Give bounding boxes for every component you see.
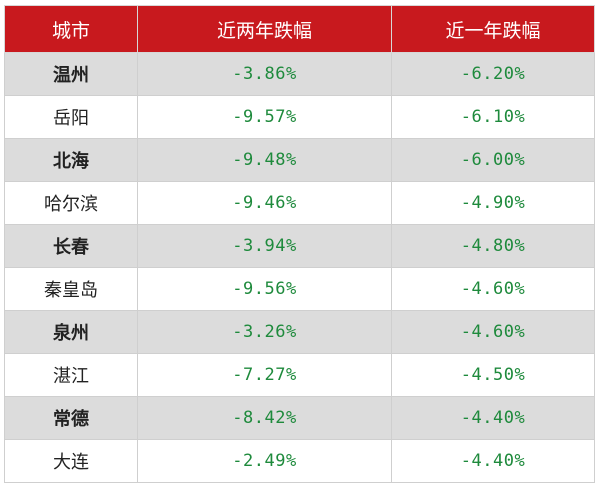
- two-year-decline-cell: -9.56%: [137, 267, 392, 311]
- city-cell: 湛江: [4, 353, 138, 397]
- decline-table: 城市 近两年跌幅 近一年跌幅 温州 -3.86% -6.20% 岳阳 -9.57…: [4, 5, 595, 483]
- two-year-decline-cell: -8.42%: [137, 396, 392, 440]
- two-year-decline-cell: -3.94%: [137, 224, 392, 268]
- table-row: 哈尔滨 -9.46% -4.90%: [4, 181, 595, 225]
- two-year-decline-cell: -9.48%: [137, 138, 392, 182]
- two-year-decline-cell: -2.49%: [137, 439, 392, 483]
- header-row: 城市 近两年跌幅 近一年跌幅: [4, 5, 595, 53]
- one-year-decline-cell: -6.00%: [391, 138, 595, 182]
- table-row: 大连 -2.49% -4.40%: [4, 439, 595, 483]
- city-cell: 岳阳: [4, 95, 138, 139]
- one-year-decline-cell: -4.40%: [391, 439, 595, 483]
- two-year-decline-cell: -3.26%: [137, 310, 392, 354]
- table-row: 湛江 -7.27% -4.50%: [4, 353, 595, 397]
- header-two-year-decline: 近两年跌幅: [137, 5, 392, 53]
- two-year-decline-cell: -7.27%: [137, 353, 392, 397]
- header-city: 城市: [4, 5, 138, 53]
- table-row: 泉州 -3.26% -4.60%: [4, 310, 595, 354]
- city-cell: 北海: [4, 138, 138, 182]
- table-row: 常德 -8.42% -4.40%: [4, 396, 595, 440]
- one-year-decline-cell: -4.50%: [391, 353, 595, 397]
- one-year-decline-cell: -4.80%: [391, 224, 595, 268]
- decline-table-container: 城市 近两年跌幅 近一年跌幅 温州 -3.86% -6.20% 岳阳 -9.57…: [4, 5, 595, 483]
- one-year-decline-cell: -4.60%: [391, 267, 595, 311]
- city-cell: 大连: [4, 439, 138, 483]
- table-row: 秦皇岛 -9.56% -4.60%: [4, 267, 595, 311]
- city-cell: 长春: [4, 224, 138, 268]
- two-year-decline-cell: -9.57%: [137, 95, 392, 139]
- two-year-decline-cell: -9.46%: [137, 181, 392, 225]
- city-cell: 秦皇岛: [4, 267, 138, 311]
- city-cell: 泉州: [4, 310, 138, 354]
- header-one-year-decline: 近一年跌幅: [391, 5, 595, 53]
- table-row: 长春 -3.94% -4.80%: [4, 224, 595, 268]
- one-year-decline-cell: -6.10%: [391, 95, 595, 139]
- one-year-decline-cell: -4.90%: [391, 181, 595, 225]
- one-year-decline-cell: -4.40%: [391, 396, 595, 440]
- one-year-decline-cell: -4.60%: [391, 310, 595, 354]
- city-cell: 温州: [4, 52, 138, 96]
- city-cell: 常德: [4, 396, 138, 440]
- one-year-decline-cell: -6.20%: [391, 52, 595, 96]
- table-row: 温州 -3.86% -6.20%: [4, 52, 595, 96]
- table-row: 北海 -9.48% -6.00%: [4, 138, 595, 182]
- city-cell: 哈尔滨: [4, 181, 138, 225]
- table-row: 岳阳 -9.57% -6.10%: [4, 95, 595, 139]
- two-year-decline-cell: -3.86%: [137, 52, 392, 96]
